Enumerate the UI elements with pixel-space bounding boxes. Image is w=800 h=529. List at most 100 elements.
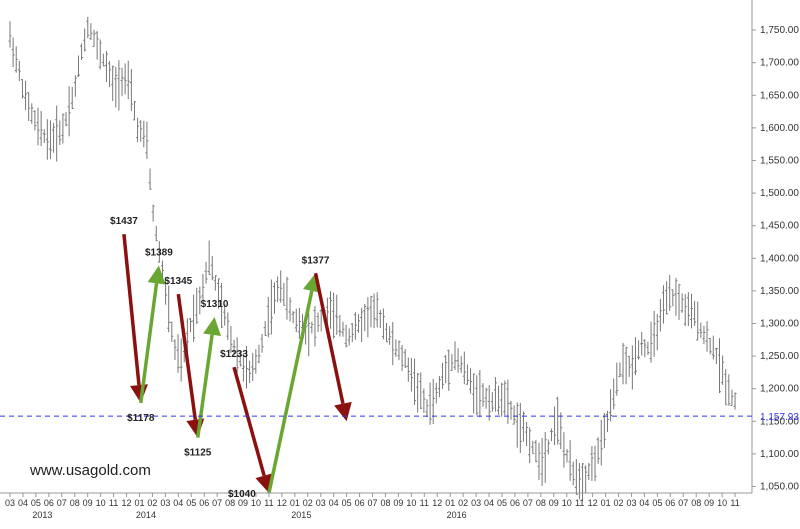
y-tick-label: 1,100.00 (760, 449, 799, 460)
x-tick-label: 05 (497, 498, 507, 508)
x-tick-label: 11 (109, 498, 118, 508)
trend-arrow-shaft (176, 293, 198, 420)
pivot-price-label: $1310 (201, 299, 229, 310)
x-tick-label: 08 (225, 498, 235, 508)
x-tick-label: 09 (704, 498, 714, 508)
trend-arrow-head (203, 316, 221, 337)
y-tick-label: 1,050.00 (760, 481, 799, 492)
x-tick-label: 12 (122, 498, 132, 508)
x-tick-label: 10 (251, 498, 261, 508)
trend-arrow-shaft (196, 334, 214, 438)
x-tick-label: 01 (601, 498, 611, 508)
x-tick-label: 03 (471, 498, 481, 508)
y-tick-label: 1,450.00 (760, 221, 799, 232)
x-tick-label: 02 (458, 498, 468, 508)
x-tick-label: 07 (57, 498, 67, 508)
x-tick-label: 10 (562, 498, 572, 508)
x-tick-label: 10 (96, 498, 106, 508)
price-bars (8, 16, 737, 502)
x-tick-label: 10 (406, 498, 416, 508)
x-tick-label: 03 (5, 498, 15, 508)
x-tick-label: 06 (355, 498, 365, 508)
pivot-price-label: $1178 (127, 413, 155, 424)
x-tick-label: 12 (588, 498, 598, 508)
price-annotations: $1437 $1178 $1389 $1345 $1125 $1310 $1233 $1040… (110, 216, 330, 500)
x-tick-label: 08 (691, 498, 701, 508)
trend-arrow-head (130, 384, 148, 404)
trend-arrow-shaft (313, 272, 345, 405)
x-tick-label: 01 (290, 498, 300, 508)
x-tick-label: 11 (730, 498, 739, 508)
x-tick-label: 07 (523, 498, 533, 508)
trend-arrow-shaft (267, 290, 314, 494)
x-tick-label: 08 (380, 498, 390, 508)
x-year-label: 2014 (136, 510, 156, 520)
x-tick-label: 02 (614, 498, 624, 508)
x-tick-label: 09 (549, 498, 559, 508)
x-tick-label: 06 (199, 498, 209, 508)
x-tick-label: 01 (445, 498, 455, 508)
x-tick-label: 05 (652, 498, 662, 508)
y-tick-label: 1,350.00 (760, 286, 799, 297)
pivot-price-label: $1389 (145, 247, 173, 258)
y-tick-label: 1,650.00 (760, 90, 799, 101)
x-tick-label: 05 (31, 498, 41, 508)
pivot-price-label: $1233 (220, 349, 248, 360)
x-tick-label: 06 (665, 498, 675, 508)
y-tick-label: 1,300.00 (760, 318, 799, 329)
x-tick-label: 11 (264, 498, 273, 508)
trend-arrow-shaft (139, 283, 159, 404)
x-tick-label: 07 (212, 498, 222, 508)
x-tick-label: 06 (44, 498, 54, 508)
y-tick-label: 1,200.00 (760, 384, 799, 395)
x-tick-label: 08 (536, 498, 546, 508)
x-year-label: 2015 (291, 510, 311, 520)
x-tick-label: 01 (134, 498, 144, 508)
x-tick-label: 04 (639, 498, 649, 508)
x-tick-label: 07 (368, 498, 378, 508)
x-tick-label: 12 (432, 498, 442, 508)
x-tick-label: 11 (575, 498, 584, 508)
pivot-price-label: $1040 (228, 489, 256, 500)
y-tick-label: 1,600.00 (760, 123, 799, 134)
x-tick-label: 04 (484, 498, 494, 508)
y-tick-label: 1,700.00 (760, 58, 799, 69)
x-tick-label: 04 (173, 498, 183, 508)
x-tick-label: 07 (678, 498, 688, 508)
x-tick-label: 09 (238, 498, 248, 508)
y-tick-label: 1,250.00 (760, 351, 799, 362)
pivot-price-label: $1125 (184, 448, 212, 459)
trend-arrow-head (147, 265, 166, 285)
trend-arrow-shaft (122, 233, 141, 386)
x-tick-label: 04 (18, 498, 28, 508)
pivot-price-label: $1345 (164, 276, 192, 287)
x-year-label: 2016 (447, 510, 467, 520)
x-tick-label: 03 (160, 498, 170, 508)
y-tick-label: 1,400.00 (760, 253, 799, 264)
x-tick-label: 09 (393, 498, 403, 508)
pivot-price-label: $1377 (302, 255, 330, 266)
x-tick-label: 12 (277, 498, 287, 508)
watermark-text: www.usagold.com (29, 462, 151, 479)
x-tick-label: 11 (420, 498, 429, 508)
x-tick-label: 10 (717, 498, 727, 508)
x-tick-label: 08 (70, 498, 80, 508)
y-tick-label: 1,500.00 (760, 188, 799, 199)
y-tick-label: 1,550.00 (760, 155, 799, 166)
trend-arrows (122, 233, 352, 494)
x-tick-label: 03 (316, 498, 326, 508)
y-tick-label: 1,150.00 (760, 416, 799, 427)
current-price-label: 1,157.93 (760, 412, 799, 423)
trend-arrow-shaft (232, 366, 266, 477)
x-tick-label: 03 (626, 498, 636, 508)
x-tick-label: 09 (83, 498, 93, 508)
x-tick-label: 02 (147, 498, 157, 508)
pivot-price-label: $1437 (110, 216, 138, 227)
x-tick-label: 05 (186, 498, 196, 508)
x-tick-label: 06 (510, 498, 520, 508)
trend-arrow-head (334, 401, 352, 422)
y-tick-label: 1,750.00 (760, 25, 799, 36)
